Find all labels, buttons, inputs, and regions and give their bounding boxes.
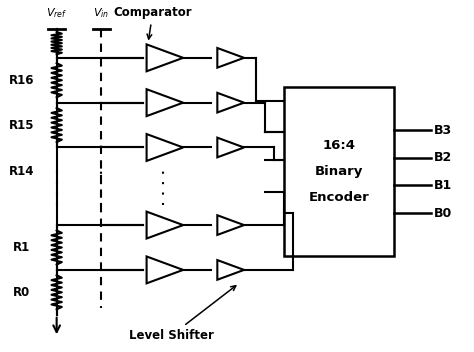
Text: B2: B2 bbox=[434, 151, 452, 164]
Text: R16: R16 bbox=[9, 74, 34, 87]
Text: $V_{in}$: $V_{in}$ bbox=[93, 6, 109, 20]
Text: $V_{ref}$: $V_{ref}$ bbox=[46, 6, 67, 20]
Text: Comparator: Comparator bbox=[113, 6, 192, 39]
Text: 16:4: 16:4 bbox=[322, 139, 356, 152]
Text: Level Shifter: Level Shifter bbox=[129, 286, 236, 342]
Text: B1: B1 bbox=[434, 179, 452, 192]
Text: B0: B0 bbox=[434, 207, 452, 220]
Text: R1: R1 bbox=[13, 241, 30, 254]
Text: Binary: Binary bbox=[315, 165, 363, 178]
Bar bbox=[284, 87, 394, 256]
Text: R14: R14 bbox=[9, 165, 34, 178]
Text: B3: B3 bbox=[434, 124, 452, 137]
Text: R15: R15 bbox=[9, 119, 34, 132]
Text: R0: R0 bbox=[13, 286, 30, 299]
Text: Encoder: Encoder bbox=[309, 191, 369, 204]
